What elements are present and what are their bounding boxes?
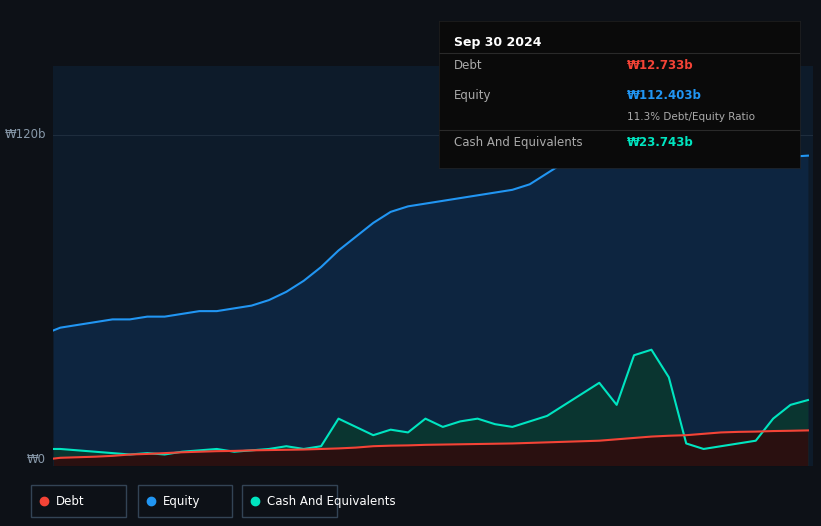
Text: 2024: 2024 — [741, 481, 771, 494]
Text: Cash And Equivalents: Cash And Equivalents — [267, 494, 396, 508]
Text: 2014: 2014 — [45, 481, 76, 494]
Text: ₩112.403b: ₩112.403b — [627, 89, 702, 102]
Text: 2022: 2022 — [602, 481, 631, 494]
Text: 2016: 2016 — [185, 481, 214, 494]
Text: Debt: Debt — [56, 494, 85, 508]
Text: 11.3% Debt/Equity Ratio: 11.3% Debt/Equity Ratio — [627, 113, 755, 123]
Text: 2023: 2023 — [672, 481, 701, 494]
Text: ₩12.733b: ₩12.733b — [627, 59, 694, 73]
Text: 2020: 2020 — [463, 481, 493, 494]
Text: Sep 30 2024: Sep 30 2024 — [454, 36, 541, 49]
Text: ₩120b: ₩120b — [4, 128, 46, 141]
Text: 2018: 2018 — [323, 481, 353, 494]
Text: Debt: Debt — [454, 59, 482, 73]
Text: ₩23.743b: ₩23.743b — [627, 136, 694, 149]
Text: 2015: 2015 — [115, 481, 144, 494]
Text: Equity: Equity — [454, 89, 491, 102]
Text: Cash And Equivalents: Cash And Equivalents — [454, 136, 582, 149]
Text: 2021: 2021 — [532, 481, 562, 494]
Text: 2017: 2017 — [254, 481, 284, 494]
Text: Equity: Equity — [163, 494, 200, 508]
Text: ₩0: ₩0 — [27, 452, 46, 466]
Text: 2019: 2019 — [393, 481, 423, 494]
